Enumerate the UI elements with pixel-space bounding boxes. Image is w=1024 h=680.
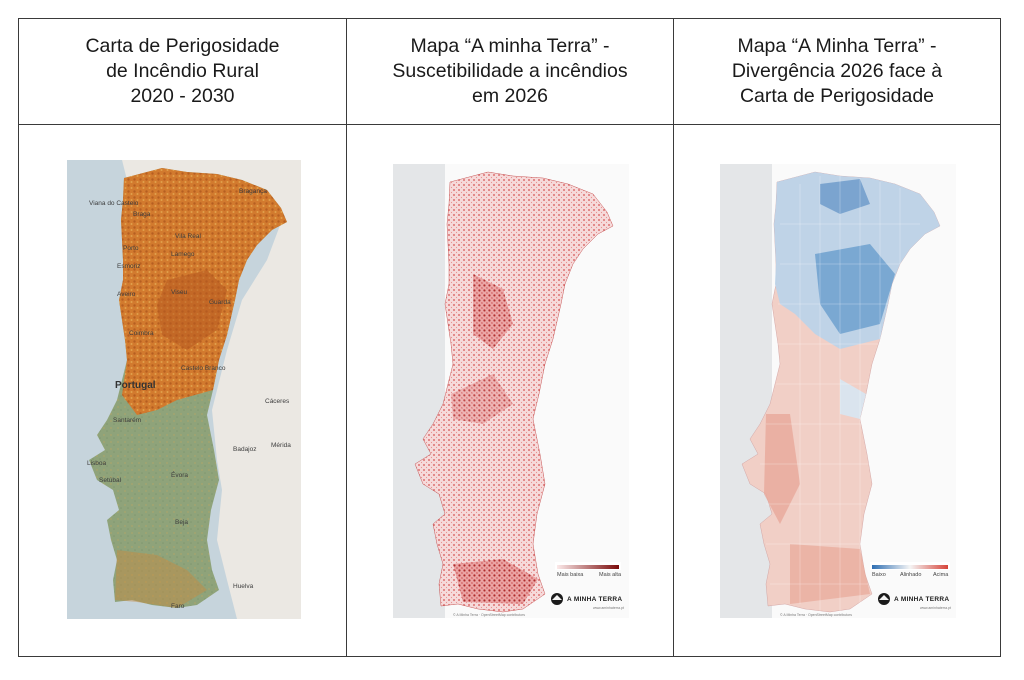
legend-ramp (872, 565, 948, 569)
label-caceres: Cáceres (265, 398, 290, 405)
east-near-aligned (840, 379, 866, 419)
legend-low: Mais baixa (557, 572, 584, 578)
west-above (764, 414, 800, 524)
high-susceptibility-algarve (453, 559, 538, 604)
label-braganca: Bragança (239, 188, 267, 195)
label-lamego: Lamego (171, 251, 195, 258)
algarve-hazard (115, 550, 207, 608)
panel-2-title: Mapa “A minha Terra” - Suscetibilidade a… (347, 19, 674, 125)
hazard-map[interactable]: Bragança Viana do Castelo Braga Vila Rea… (67, 160, 301, 619)
label-coimbra: Coimbra (129, 330, 154, 337)
sea (720, 164, 772, 618)
brand-name: A MINHA TERRA (894, 596, 949, 603)
label-braga: Braga (133, 211, 151, 218)
legend-high: Mais alta (599, 572, 622, 578)
divergence-map[interactable]: Baixo Alinhado Acima A MINHA TERRA www.a… (720, 164, 956, 618)
northeast-below (820, 179, 870, 214)
label-badajoz: Badajoz (233, 446, 257, 453)
high-susceptibility-center (473, 274, 513, 349)
hazard-map-svg: Bragança Viana do Castelo Braga Vila Rea… (67, 160, 301, 619)
label-evora: Évora (171, 470, 188, 479)
brand-logo-mark (879, 595, 889, 600)
sea (393, 164, 445, 618)
comparison-grid: Carta de Perigosidade de Incêndio Rural … (18, 18, 1001, 657)
label-esmoriz: Esmoriz (117, 263, 140, 270)
portugal-susceptibility (414, 171, 614, 613)
label-guarda: Guarda (209, 299, 231, 306)
brand-site[interactable]: www.aminhaterra.pt (593, 606, 624, 610)
panel-3-body: Baixo Alinhado Acima A MINHA TERRA www.a… (674, 125, 1000, 656)
label-merida: Mérida (271, 442, 291, 449)
panel-1-body: Bragança Viana do Castelo Braga Vila Rea… (19, 125, 347, 656)
panel-2-body: Mais baixa Mais alta A MINHA TERRA www.a… (347, 125, 674, 656)
label-viseu: Viseu (171, 289, 188, 296)
label-viana: Viana do Castelo (89, 200, 139, 207)
brand-logo-mark (552, 595, 562, 600)
label-faro: Faro (171, 603, 185, 610)
label-setubal: Setúbal (99, 477, 122, 484)
label-portugal: Portugal (115, 380, 156, 391)
label-porto: Porto (123, 245, 139, 252)
legend-high: Acima (933, 572, 949, 578)
label-huelva: Huelva (233, 583, 254, 590)
legend-mid: Alinhado (900, 572, 921, 578)
high-susceptibility-tagus (451, 374, 513, 424)
label-aveiro: Aveiro (117, 291, 136, 298)
spain-land (122, 160, 301, 619)
label-beja: Beja (175, 519, 188, 526)
high-hazard-core (157, 270, 227, 350)
panel-3-title: Mapa “A Minha Terra” - Divergência 2026 … (674, 19, 1000, 125)
panel-1-title: Carta de Perigosidade de Incêndio Rural … (19, 19, 347, 125)
label-castelo-branco: Castelo Branco (181, 365, 226, 372)
map-credits: © A Minha Terra · OpenStreetMap contribu… (780, 613, 852, 617)
divergence-map-svg: Baixo Alinhado Acima A MINHA TERRA www.a… (720, 164, 951, 618)
susceptibility-map-svg: Mais baixa Mais alta A MINHA TERRA www.a… (393, 164, 624, 618)
municipality-borders (760, 176, 920, 612)
susceptibility-map[interactable]: Mais baixa Mais alta A MINHA TERRA www.a… (393, 164, 629, 618)
legend-low: Baixo (872, 572, 886, 578)
brand-site[interactable]: www.aminhaterra.pt (920, 606, 951, 610)
center-strong-below (815, 244, 895, 334)
legend-ramp (557, 565, 619, 569)
label-vila-real: Vila Real (175, 233, 201, 240)
map-credits: © A Minha Terra · OpenStreetMap contribu… (453, 613, 525, 617)
label-lisboa: Lisboa (87, 460, 107, 467)
south-above (790, 544, 870, 604)
label-santarem: Santarém (113, 417, 141, 424)
brand-name: A MINHA TERRA (567, 596, 622, 603)
